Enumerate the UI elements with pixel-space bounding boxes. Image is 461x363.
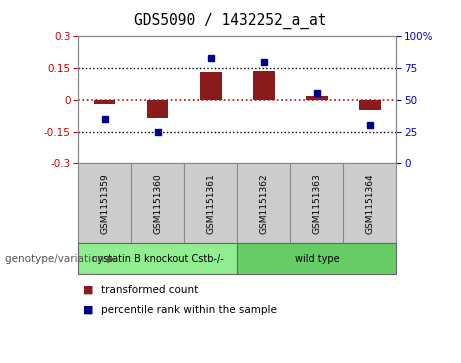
Text: genotype/variation ▶: genotype/variation ▶ <box>5 254 115 264</box>
Text: GDS5090 / 1432252_a_at: GDS5090 / 1432252_a_at <box>134 13 327 29</box>
Bar <box>306 95 327 100</box>
Text: GSM1151360: GSM1151360 <box>154 173 162 234</box>
Text: GSM1151362: GSM1151362 <box>260 173 268 234</box>
Text: wild type: wild type <box>295 254 339 264</box>
Bar <box>253 71 274 100</box>
Bar <box>148 100 169 118</box>
Text: GSM1151363: GSM1151363 <box>313 173 321 234</box>
Text: ■: ■ <box>83 305 94 315</box>
Text: GSM1151364: GSM1151364 <box>366 173 374 234</box>
Bar <box>360 100 381 110</box>
Bar <box>200 72 221 100</box>
Text: transformed count: transformed count <box>101 285 199 295</box>
Bar <box>95 100 115 104</box>
Text: ■: ■ <box>83 285 94 295</box>
Text: GSM1151359: GSM1151359 <box>100 173 109 234</box>
Text: percentile rank within the sample: percentile rank within the sample <box>101 305 278 315</box>
Text: GSM1151361: GSM1151361 <box>207 173 215 234</box>
Text: cystatin B knockout Cstb-/-: cystatin B knockout Cstb-/- <box>92 254 224 264</box>
